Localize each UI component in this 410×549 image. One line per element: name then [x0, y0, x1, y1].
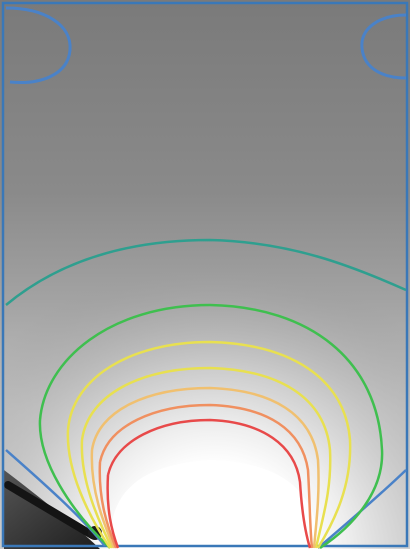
contour-yellow: [80, 366, 332, 549]
contour-orange: [98, 403, 314, 549]
contour-green: [38, 303, 384, 549]
contour-blue-top-left: [5, 6, 72, 85]
contour-yellow-green-left-leg: [66, 429, 112, 549]
contour-yellow-left-leg: [80, 439, 114, 549]
bright-core: [109, 460, 319, 549]
contour-red-left-leg: [106, 474, 120, 549]
contour-blue-top-right: [360, 13, 407, 80]
contour-yellow-green: [66, 340, 352, 549]
contour-red: [106, 418, 312, 549]
contour-orange-left-leg: [98, 461, 118, 549]
contour-green-left-leg: [38, 419, 111, 549]
contour-teal: [5, 238, 407, 306]
contour-light-orange-left-leg: [90, 449, 116, 549]
contour-light-orange: [90, 386, 320, 549]
dark-probe-rod: [4, 481, 96, 539]
